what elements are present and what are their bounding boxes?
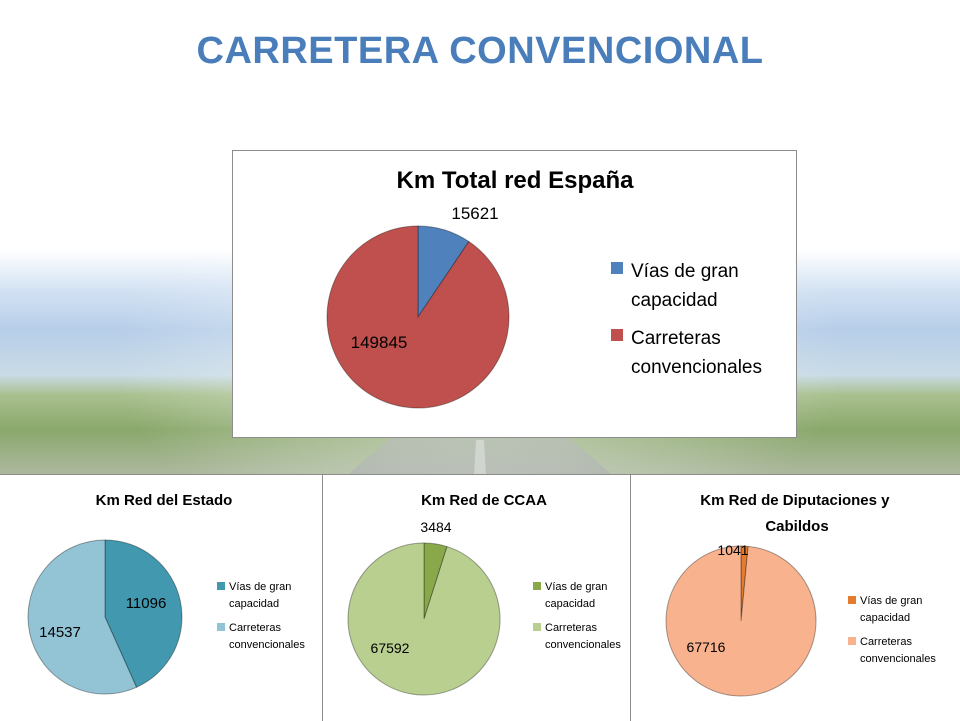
legend-label-series-2: Carreteras convencionales xyxy=(631,328,762,378)
legend-label-series-2: Carreteras convencionales xyxy=(860,636,936,665)
chart-title: Km Red de Diputaciones y Cabildos xyxy=(700,492,893,535)
chart-total-spain: Km Total red España 15621 149845 Vías de… xyxy=(232,150,797,438)
pie-slices xyxy=(347,542,501,696)
pie-slice-carreteras-convencionales xyxy=(326,225,510,409)
pie-slices xyxy=(27,539,183,695)
pie-slice-vias-gran-capacidad xyxy=(740,545,749,622)
data-label-series-1: 11096 xyxy=(126,595,167,612)
chart-red-diputaciones: Km Red de Diputaciones y Cabildos 1041 6… xyxy=(630,474,960,721)
pie-slices xyxy=(665,545,817,697)
legend-swatch-series-1 xyxy=(848,596,856,604)
legend-swatch-series-2 xyxy=(533,623,541,631)
data-label-series-2: 149845 xyxy=(351,333,408,352)
legend-label-series-2: Carreteras convencionales xyxy=(229,622,305,651)
legend-label-series-1: Vías de gran capacidad xyxy=(545,581,610,610)
data-label-series-1: 15621 xyxy=(451,204,498,223)
data-label-series-2: 14537 xyxy=(39,624,81,641)
data-label-series-1: 1041 xyxy=(717,542,748,558)
chart-red-ccaa-svg: Km Red de CCAA 3484 67592 Vías de gran c… xyxy=(347,492,621,696)
chart-title: Km Red del Estado xyxy=(96,492,233,509)
pie-slices xyxy=(326,225,510,409)
chart-red-diputaciones-svg: Km Red de Diputaciones y Cabildos 1041 6… xyxy=(665,492,936,697)
chart-red-ccaa: Km Red de CCAA 3484 67592 Vías de gran c… xyxy=(322,474,632,721)
data-label-series-2: 67592 xyxy=(371,640,410,656)
legend-label-series-1: Vías de gran capacidad xyxy=(860,595,925,624)
chart-total-spain-svg: Km Total red España 15621 149845 Vías de… xyxy=(326,167,762,409)
legend-swatch-series-2 xyxy=(611,329,623,341)
data-label-series-1: 3484 xyxy=(420,519,451,535)
legend-swatch-series-2 xyxy=(848,637,856,645)
chart-title: Km Red de CCAA xyxy=(421,492,547,509)
pie-slice-vias-gran-capacidad xyxy=(417,225,470,319)
legend-label-series-1: Vías de gran capacidad xyxy=(631,261,744,311)
pie-slice-carreteras-convencionales xyxy=(27,539,138,695)
page-title: CARRETERA CONVENCIONAL xyxy=(196,30,764,72)
data-label-series-2: 67716 xyxy=(687,639,726,655)
legend-swatch-series-1 xyxy=(533,582,541,590)
pie-slice-vias-gran-capacidad xyxy=(104,539,183,688)
chart-red-estado-svg: Km Red del Estado 11096 14537 Vías de gr… xyxy=(27,492,305,695)
chart-red-estado: Km Red del Estado 11096 14537 Vías de gr… xyxy=(0,474,323,721)
legend-label-series-1: Vías de gran capacidad xyxy=(229,581,294,610)
pie-slice-carreteras-convencionales xyxy=(347,542,501,696)
pie-slice-vias-gran-capacidad xyxy=(423,542,448,620)
pie-slice-carreteras-convencionales xyxy=(665,545,817,697)
legend-swatch-series-1 xyxy=(611,262,623,274)
legend-label-series-2: Carreteras convencionales xyxy=(545,622,621,651)
legend-swatch-series-1 xyxy=(217,582,225,590)
legend-swatch-series-2 xyxy=(217,623,225,631)
chart-title: Km Total red España xyxy=(397,167,635,194)
